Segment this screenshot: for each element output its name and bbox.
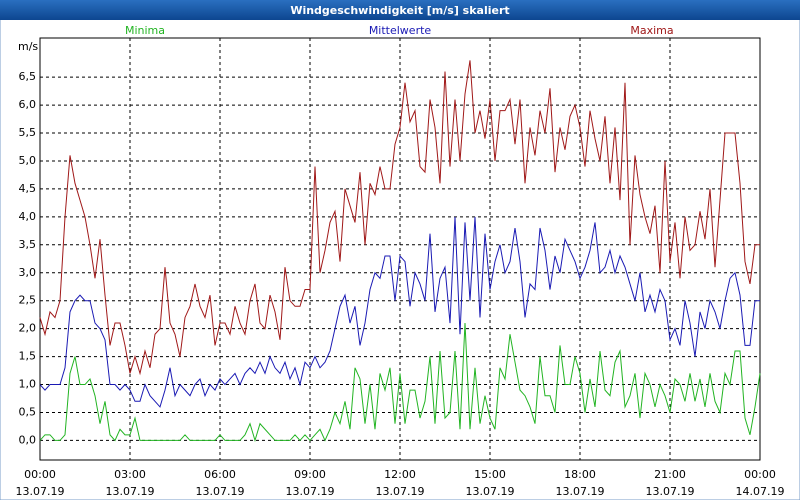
y-tick-label: 6,0 <box>19 98 37 111</box>
x-tick-date: 13.07.19 <box>106 485 155 498</box>
plot-border <box>39 37 761 461</box>
y-tick-label: 2,5 <box>19 294 37 307</box>
x-tick-label: 21:00 <box>654 468 686 481</box>
legend-label: Minima <box>125 24 165 37</box>
x-tick-label: 00:00 <box>24 468 56 481</box>
y-tick-label: 5,5 <box>19 126 37 139</box>
x-tick-label: 06:00 <box>204 468 236 481</box>
x-tick-date: 13.07.19 <box>376 485 425 498</box>
x-tick-date: 13.07.19 <box>286 485 335 498</box>
y-tick-label: 1,0 <box>19 378 37 391</box>
x-tick-label: 12:00 <box>384 468 416 481</box>
series-line <box>39 60 760 376</box>
chart-title: Windgeschwindigkeit [m/s] skaliert <box>290 4 509 17</box>
y-tick-label: 4,0 <box>19 210 37 223</box>
series-line <box>39 323 761 443</box>
title-bar <box>0 0 800 20</box>
x-tick-label: 15:00 <box>474 468 506 481</box>
x-tick-label: 09:00 <box>294 468 326 481</box>
y-tick-label: 1,5 <box>19 350 37 363</box>
x-tick-date: 13.07.19 <box>16 485 65 498</box>
x-tick-date: 14.07.19 <box>736 485 785 498</box>
x-tick-date: 13.07.19 <box>196 485 245 498</box>
y-tick-label: 3,5 <box>19 238 37 251</box>
x-tick-label: 00:00 <box>744 468 776 481</box>
x-tick-label: 18:00 <box>564 468 596 481</box>
y-tick-label: 0,0 <box>19 433 37 446</box>
y-tick-label: 2,0 <box>19 322 37 335</box>
series-line <box>39 216 760 408</box>
legend-label: Mittelwerte <box>369 24 432 37</box>
x-tick-date: 13.07.19 <box>646 485 695 498</box>
x-tick-date: 13.07.19 <box>556 485 605 498</box>
legend-label: Maxima <box>630 24 673 37</box>
y-tick-label: 6,5 <box>19 70 37 83</box>
y-axis-label: m/s <box>18 40 38 53</box>
y-tick-label: 3,0 <box>19 266 37 279</box>
y-tick-label: 0,5 <box>19 405 37 418</box>
y-tick-label: 4,5 <box>19 182 37 195</box>
x-tick-date: 13.07.19 <box>466 485 515 498</box>
y-tick-label: 5,0 <box>19 154 37 167</box>
x-tick-label: 03:00 <box>114 468 146 481</box>
